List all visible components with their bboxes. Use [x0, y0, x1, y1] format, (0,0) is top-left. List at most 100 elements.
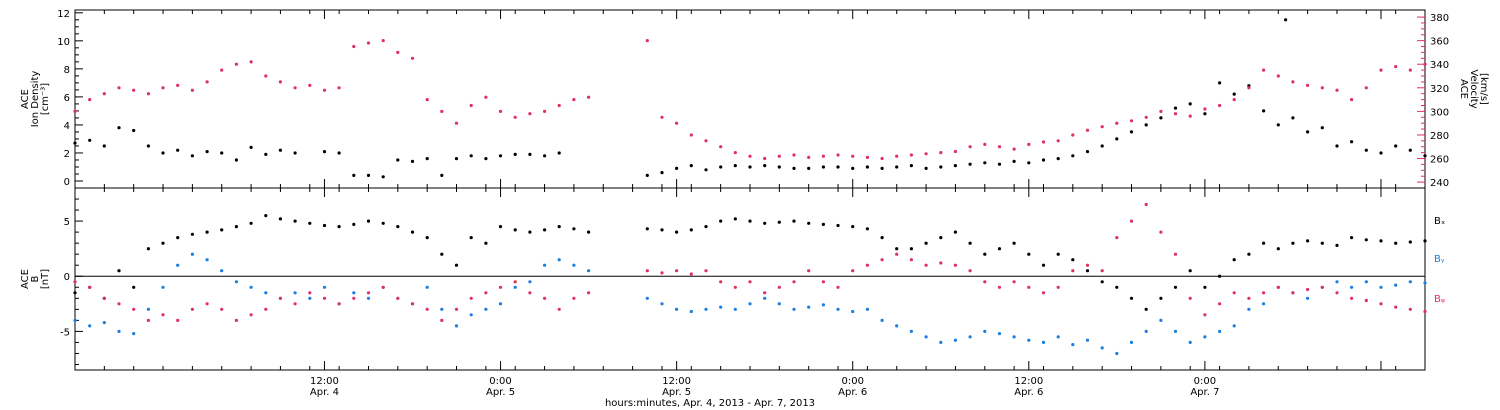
data-point	[366, 173, 371, 177]
x-tick-date: Apr. 5	[662, 387, 691, 398]
data-point	[1394, 65, 1398, 69]
data-point	[366, 296, 371, 300]
data-point	[1173, 329, 1178, 333]
data-point	[249, 285, 253, 289]
data-point	[1071, 343, 1075, 347]
data-point	[220, 151, 224, 155]
data-point	[792, 166, 796, 170]
data-point	[660, 228, 664, 232]
data-point	[396, 225, 400, 229]
data-point	[264, 152, 268, 156]
data-point	[88, 324, 92, 328]
data-point	[205, 302, 209, 306]
data-point	[689, 228, 693, 232]
data-point	[1232, 92, 1236, 96]
data-point	[1027, 285, 1031, 289]
data-point	[557, 258, 561, 262]
x-tick-date: Apr. 5	[486, 387, 515, 398]
data-point	[337, 86, 341, 90]
data-point	[953, 338, 958, 342]
data-point	[1100, 346, 1104, 350]
x-tick-time: 0:00	[489, 376, 511, 387]
data-point	[381, 285, 385, 289]
data-point	[249, 313, 253, 317]
data-point	[1408, 240, 1412, 244]
bottom-panel-frame	[74, 187, 1426, 371]
data-point	[352, 222, 356, 226]
top-left-axis-title: Ion Density	[30, 71, 41, 128]
data-point	[1203, 335, 1207, 339]
data-point	[851, 166, 855, 170]
data-point	[352, 291, 356, 295]
data-point	[146, 92, 150, 96]
data-point	[689, 272, 693, 276]
data-point	[102, 92, 106, 96]
data-point	[543, 263, 547, 267]
data-point	[997, 162, 1002, 166]
data-point	[234, 158, 238, 162]
data-point	[1129, 130, 1134, 134]
data-point	[953, 230, 958, 234]
data-point	[337, 225, 341, 229]
data-point	[513, 152, 517, 156]
top-right-tick-label: 300	[1430, 107, 1449, 118]
data-point	[645, 173, 649, 177]
data-point	[440, 173, 444, 177]
data-point	[939, 236, 943, 240]
data-point	[484, 241, 488, 245]
data-point	[484, 307, 488, 311]
data-point	[1173, 106, 1178, 110]
x-tick-date: Apr. 6	[838, 387, 867, 398]
data-point	[733, 164, 737, 168]
data-point	[851, 225, 855, 229]
data-point	[792, 219, 796, 223]
data-point	[1423, 239, 1427, 243]
data-point	[278, 296, 282, 300]
data-point	[161, 285, 165, 289]
data-point	[117, 302, 121, 306]
data-point	[1100, 269, 1104, 273]
data-point	[1284, 18, 1288, 22]
legend-bx: Bₓ	[1434, 216, 1445, 227]
data-point	[748, 154, 752, 158]
data-point	[1085, 150, 1090, 154]
data-point	[1218, 302, 1222, 306]
data-point	[1012, 241, 1016, 245]
data-point	[1350, 140, 1354, 144]
data-point	[924, 166, 928, 170]
data-point	[1144, 307, 1148, 311]
data-point	[161, 241, 165, 245]
data-point	[293, 151, 297, 155]
data-point	[1144, 202, 1148, 207]
data-point	[190, 307, 194, 311]
data-point	[1232, 291, 1236, 295]
data-point	[1071, 269, 1075, 273]
data-point	[1364, 280, 1368, 284]
data-point	[587, 291, 591, 295]
data-point	[190, 154, 194, 158]
top-right-tick-label: 260	[1430, 155, 1449, 166]
data-point	[176, 263, 180, 267]
data-point	[909, 258, 914, 262]
data-point	[117, 329, 121, 333]
data-point	[807, 305, 811, 309]
data-point	[410, 230, 415, 234]
data-point	[704, 168, 708, 172]
data-point	[763, 291, 767, 295]
top-left-tick-label: 8	[64, 65, 70, 76]
data-point	[1306, 83, 1310, 87]
data-point	[704, 269, 708, 273]
data-point	[675, 230, 679, 234]
data-point	[1306, 287, 1310, 292]
data-point	[528, 152, 532, 156]
data-point	[132, 88, 136, 92]
data-point	[73, 109, 77, 113]
data-point	[1129, 296, 1134, 300]
data-point	[1144, 115, 1148, 119]
data-point	[1041, 291, 1046, 295]
data-point	[73, 291, 77, 295]
data-point	[205, 80, 209, 84]
data-point	[498, 285, 503, 289]
data-point	[293, 219, 297, 223]
data-point	[1232, 98, 1236, 102]
